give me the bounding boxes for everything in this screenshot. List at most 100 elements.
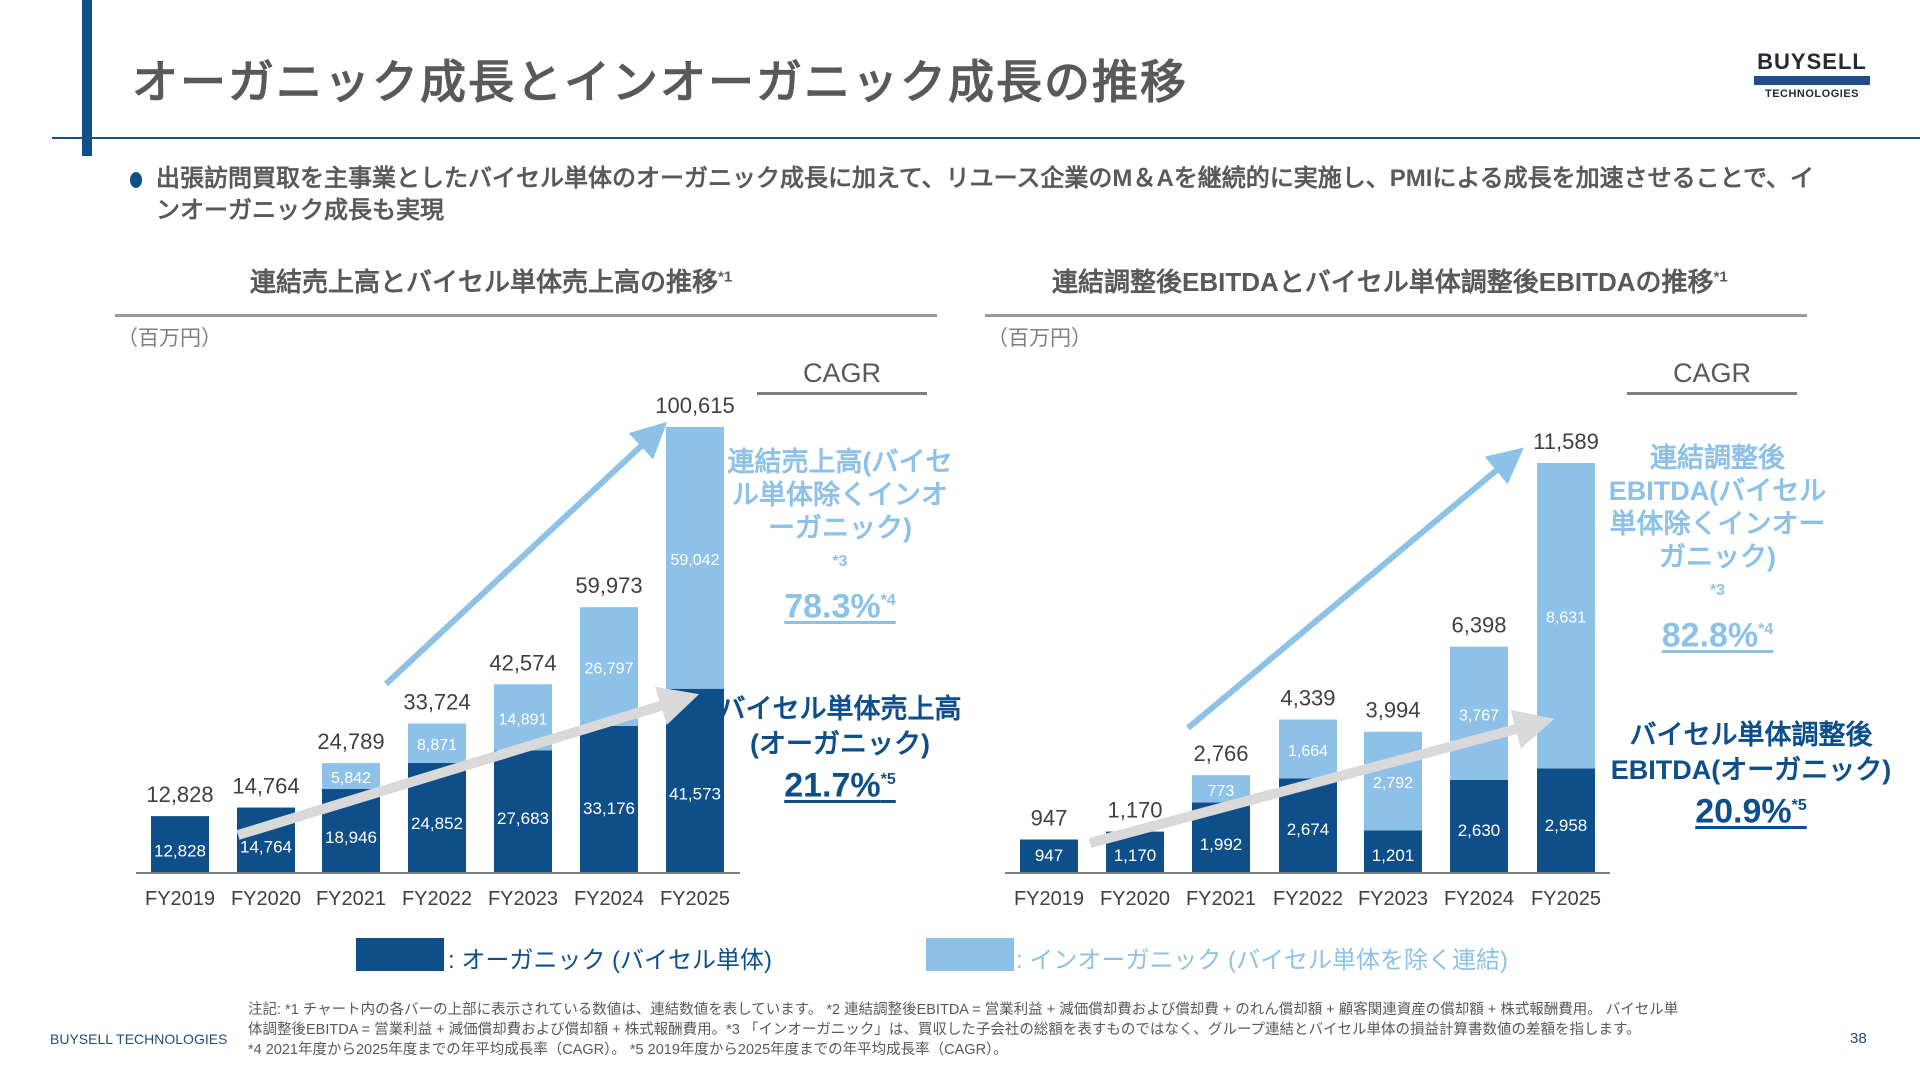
footnote-line-3: *4 2021年度から2025年度までの年平均成長率（CAGR）。 *5 201…	[248, 1042, 1008, 1058]
ebitda-inorganic-cagr: 82.8%*4	[1600, 613, 1835, 652]
ebitda-total-label: 3,994	[1365, 698, 1420, 723]
ebitda-cagr-rule	[1627, 392, 1797, 395]
ebitda-organic-value-label: 1,992	[1200, 835, 1243, 854]
ebitda-organic-value-label: 2,958	[1545, 816, 1588, 835]
ebitda-bar-organic	[1537, 768, 1595, 873]
ebitda-chart-title-note: *1	[1713, 268, 1728, 286]
logo-bar	[1754, 76, 1870, 85]
ebitda-bar-organic	[1450, 779, 1508, 873]
revenue-cagr-header: CAGR	[802, 358, 881, 388]
ebitda-organic-annotation: バイセル単体調整後 EBITDA(オーガニック) 20.9%*5	[1598, 718, 1904, 829]
revenue-chart-title-note: *1	[718, 268, 733, 286]
revenue-bar-inorganic	[408, 723, 466, 763]
revenue-category-label: FY2025	[660, 888, 730, 910]
ebitda-bar-inorganic	[1364, 731, 1422, 831]
ebitda-total-label: 1,170	[1107, 798, 1162, 823]
revenue-organic-cagr-note: *5	[880, 771, 896, 788]
revenue-total-label: 14,764	[232, 774, 299, 799]
revenue-organic-annotation: バイセル単体売上高 (オーガニック) 21.7%*5	[718, 692, 962, 803]
ebitda-cagr-header: CAGR	[1672, 358, 1751, 388]
ebitda-total-label: 4,339	[1280, 685, 1335, 710]
revenue-organic-value-label: 14,764	[240, 837, 292, 856]
revenue-bar-organic	[666, 688, 724, 873]
ebitda-organic-cagr: 20.9%*5	[1598, 788, 1904, 829]
revenue-bar-inorganic	[322, 763, 380, 790]
ebitda-inorganic-annotation: 連結調整後 EBITDA(バイセル単体除くインオーガニック) *3 82.8%*4	[1600, 442, 1835, 652]
summary-bullet: 出張訪問買取を主事業としたバイセル単体のオーガニック成長に加えて、リユース企業の…	[156, 165, 1814, 224]
ebitda-category-label: FY2019	[1014, 888, 1084, 910]
revenue-organic-value-label: 33,176	[583, 799, 635, 818]
revenue-organic-value-label: 41,573	[669, 784, 721, 803]
revenue-unit-label: （百万円）	[117, 327, 222, 350]
revenue-chart-title-text: 連結売上高とバイセル単体売上高の推移	[250, 267, 719, 297]
revenue-inorganic-cagr-value: 78.3%	[784, 587, 881, 626]
revenue-inorganic-value-label: 14,891	[499, 711, 548, 728]
ebitda-category-label: FY2023	[1358, 888, 1428, 910]
ebitda-category-label: FY2022	[1273, 888, 1343, 910]
revenue-total-label: 12,828	[146, 782, 213, 807]
ebitda-inorganic-label-1: 連結調整後	[1650, 443, 1785, 473]
ebitda-bar-inorganic	[1450, 646, 1508, 780]
header-accent-bar	[82, 0, 92, 156]
ebitda-inorganic-value-label: 773	[1208, 783, 1235, 800]
revenue-chart-title: 連結売上高とバイセル単体売上高の推移*1	[250, 262, 732, 299]
ebitda-bar-organic	[1020, 839, 1078, 873]
ebitda-organic-value-label: 1,170	[1114, 846, 1157, 865]
revenue-chart-rule	[115, 314, 937, 317]
revenue-category-label: FY2022	[402, 888, 472, 910]
revenue-inorganic-value-label: 59,042	[671, 552, 720, 569]
footer-brand: BUYSELL TECHNOLOGIES	[50, 1031, 228, 1047]
revenue-category-label: FY2024	[574, 888, 644, 910]
revenue-category-label: FY2023	[488, 888, 558, 910]
ebitda-chart-title-text: 連結調整後EBITDAとバイセル単体調整後EBITDAの推移	[1052, 267, 1714, 297]
bullet-icon	[130, 172, 142, 188]
legend-organic-swatch	[356, 938, 444, 971]
revenue-category-label: FY2021	[316, 888, 386, 910]
company-logo: BUYSELL TECHNOLOGIES	[1754, 50, 1870, 100]
page-title: オーガニック成長とインオーガニック成長の推移	[132, 56, 1188, 108]
revenue-bar-organic	[580, 725, 638, 873]
ebitda-inorganic-trend-arrow	[1186, 447, 1524, 731]
legend-organic-label: : オーガニック (バイセル単体)	[448, 947, 772, 974]
revenue-total-label: 42,574	[489, 650, 556, 675]
revenue-total-label: 24,789	[317, 729, 384, 754]
revenue-organic-label-2: (オーガニック)	[750, 729, 930, 759]
ebitda-inorganic-label-2: EBITDA(バイセル単体除くインオーガニック)	[1608, 476, 1827, 572]
revenue-total-label: 33,724	[403, 690, 470, 715]
ebitda-bar-organic	[1364, 830, 1422, 873]
revenue-organic-cagr: 21.7%*5	[718, 762, 962, 803]
ebitda-category-label: FY2021	[1186, 888, 1256, 910]
footnote-line-2: 体調整後EBITDA = 営業利益 + 減価償却費および償却額 + 株式報酬費用…	[248, 1022, 1641, 1038]
ebitda-inorganic-value-label: 1,664	[1288, 743, 1328, 760]
ebitda-organic-value-label: 2,630	[1458, 821, 1501, 840]
revenue-category-label: FY2020	[231, 888, 301, 910]
revenue-organic-label-1: バイセル単体売上高	[718, 694, 962, 724]
revenue-inorganic-annotation: 連結売上高(バイセル単体除くインオーガニック) *3 78.3%*4	[720, 446, 960, 623]
page-number: 38	[1850, 1030, 1867, 1047]
ebitda-chart-rule	[985, 314, 1807, 317]
footnotes: 注記: *1 チャート内の各バーの上部に表示されている数値は、連結数値を表してい…	[248, 1000, 1838, 1060]
ebitda-inorganic-note: *3	[1709, 582, 1726, 599]
ebitda-category-label: FY2024	[1444, 888, 1514, 910]
ebitda-category-label: FY2020	[1100, 888, 1170, 910]
ebitda-chart-title: 連結調整後EBITDAとバイセル単体調整後EBITDAの推移*1	[1052, 262, 1728, 299]
legend-inorganic-label: : インオーガニック (バイセル単体を除く連結)	[1016, 947, 1508, 974]
footnote-line-1: 注記: *1 チャート内の各バーの上部に表示されている数値は、連結数値を表してい…	[248, 1002, 1679, 1018]
ebitda-total-label: 2,766	[1193, 741, 1248, 766]
ebitda-bar-inorganic	[1279, 719, 1337, 779]
revenue-inorganic-value-label: 8,871	[417, 737, 457, 754]
ebitda-total-label: 11,589	[1533, 429, 1599, 454]
revenue-organic-cagr-value: 21.7%	[784, 766, 881, 805]
ebitda-total-label: 947	[1031, 805, 1068, 830]
revenue-bar-organic	[151, 816, 209, 873]
revenue-bar-organic	[494, 750, 552, 873]
revenue-total-label: 59,973	[575, 573, 642, 598]
ebitda-organic-value-label: 2,674	[1287, 820, 1330, 839]
revenue-inorganic-label: 連結売上高(バイセル単体除くインオーガニック)	[727, 447, 953, 543]
ebitda-inorganic-value-label: 8,631	[1546, 610, 1586, 627]
ebitda-inorganic-cagr-value: 82.8%	[1661, 616, 1759, 655]
ebitda-inorganic-cagr-note: *4	[1758, 621, 1774, 638]
revenue-organic-value-label: 24,852	[411, 814, 463, 833]
header-divider	[52, 137, 1920, 139]
